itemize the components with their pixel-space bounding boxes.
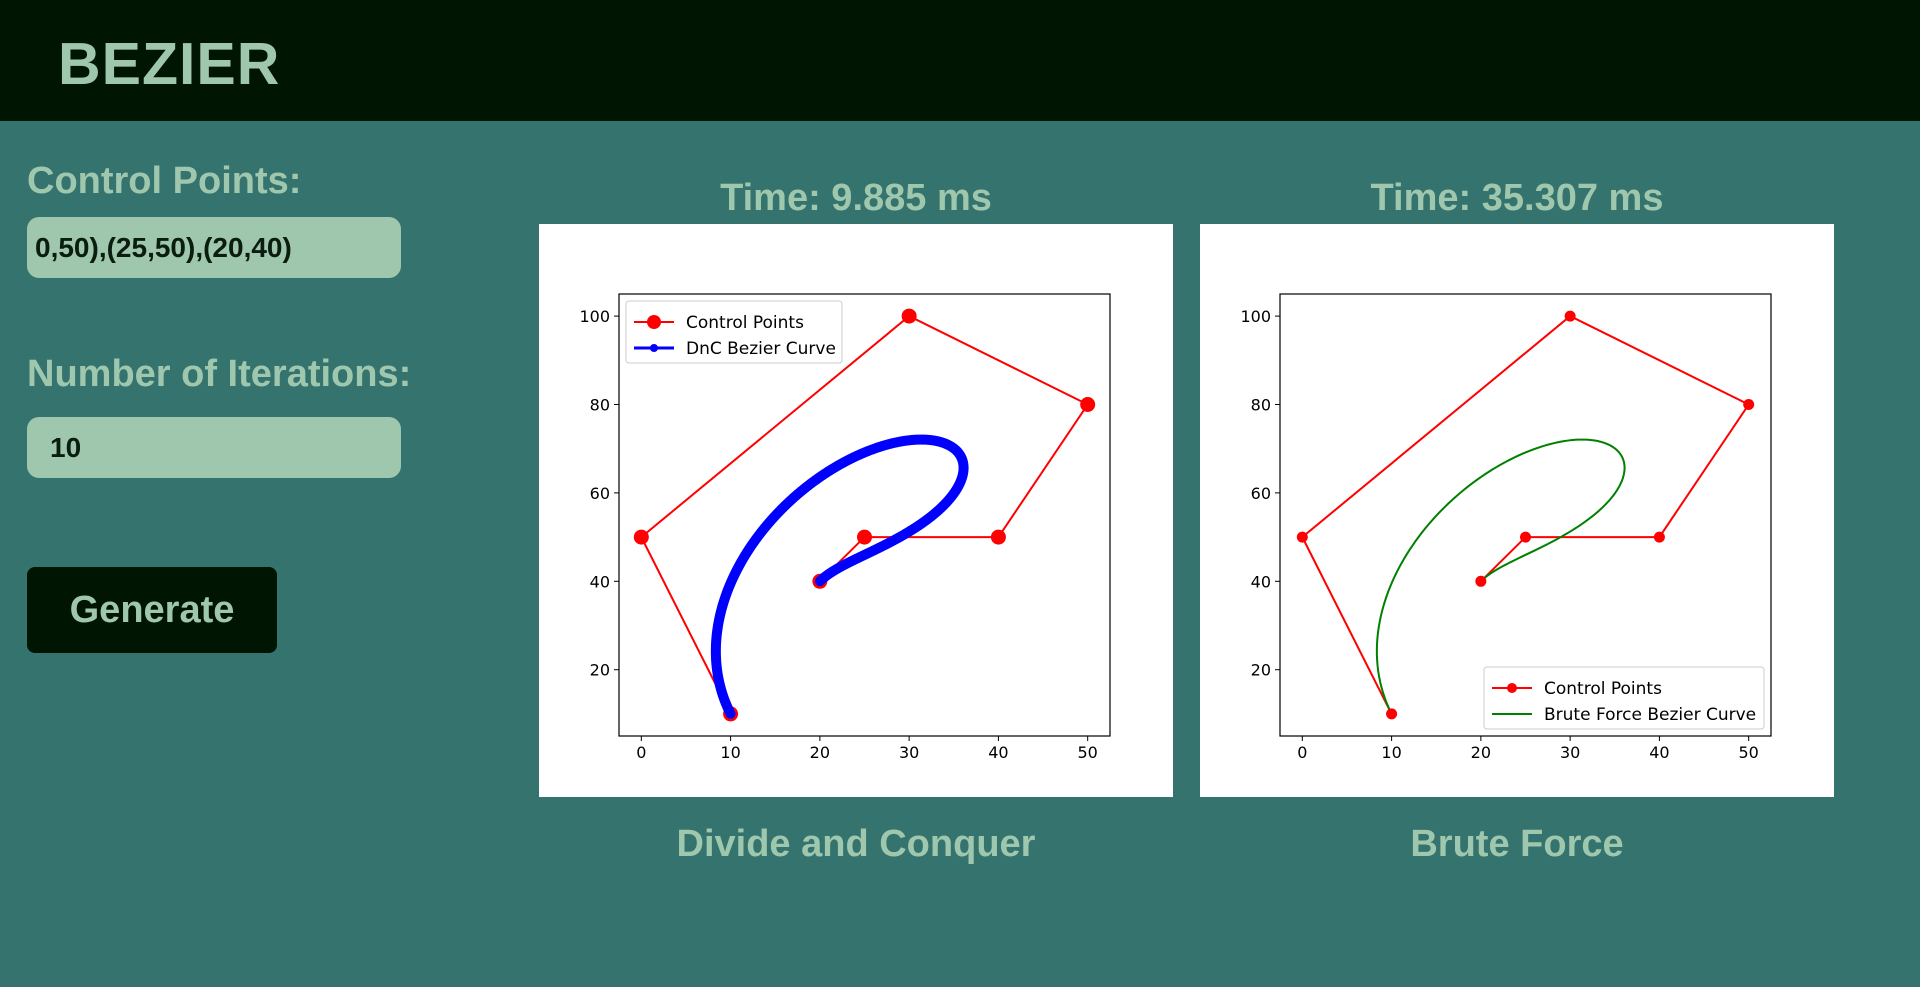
dnc-method-label: Divide and Conquer [676, 823, 1036, 865]
brute-control-point [1296, 531, 1308, 543]
brute-control-point [1564, 310, 1576, 322]
dnc-x-tick-label: 30 [899, 743, 919, 762]
iterations-input[interactable] [27, 417, 401, 478]
brute-time-label: Time: 35.307 ms [1370, 177, 1664, 219]
dnc-y-tick-label: 80 [590, 396, 610, 415]
dnc-control-point [1080, 397, 1096, 412]
dnc-legend-marker-control [647, 315, 661, 329]
brute-method-label: Brute Force [1410, 823, 1624, 865]
brute-control-polygon [1301, 314, 1751, 715]
dnc-bezier-curve [710, 434, 969, 719]
brute-y-tick-label: 100 [1240, 307, 1271, 326]
control-points-label: Control Points: [27, 160, 302, 202]
brute-control-point [1520, 531, 1531, 543]
dnc-legend-marker-curve [650, 344, 658, 352]
brute-x-tick-label: 20 [1471, 743, 1491, 762]
brute-control-point [1475, 575, 1487, 587]
brute-legend-label-control: Control Points [1544, 679, 1662, 699]
brute-y-tick-label: 40 [1251, 572, 1271, 591]
header-bar: BEZIER [0, 0, 1920, 121]
brute-bezier-curve [1375, 438, 1626, 715]
brute-control-point [1743, 399, 1755, 410]
brute-axes-frame [1279, 293, 1772, 737]
dnc-x-tick-label: 40 [988, 743, 1008, 762]
dnc-x-tick-label: 50 [1078, 743, 1098, 762]
brute-control-point [1653, 531, 1665, 543]
dnc-x-tick-label: 10 [720, 743, 740, 762]
dnc-legend-label-curve: DnC Bezier Curve [686, 339, 836, 359]
dnc-y-tick-label: 60 [590, 484, 610, 503]
brute-x-tick-label: 30 [1560, 743, 1580, 762]
brute-legend-label-curve: Brute Force Bezier Curve [1544, 705, 1756, 725]
generate-button[interactable]: Generate [27, 567, 277, 653]
dnc-x-tick-label: 0 [636, 743, 646, 762]
brute-legend-box [1483, 666, 1765, 730]
dnc-control-point [857, 529, 872, 545]
iterations-label: Number of Iterations: [27, 353, 412, 395]
dnc-control-polygon [640, 314, 1090, 715]
brute-x-tick-label: 10 [1381, 743, 1401, 762]
brute-x-tick-label: 0 [1297, 743, 1307, 762]
dnc-plot: 0 10 20 30 40 50 20 40 60 80 100 Control Points DnC … [579, 293, 1111, 762]
brute-legend-marker-control [1507, 683, 1517, 693]
brute-plot: 0 10 20 30 40 50 20 40 60 80 100 Control Points Brut… [1240, 293, 1772, 762]
dnc-axes-frame [618, 293, 1111, 737]
brute-control-point [1386, 708, 1398, 720]
dnc-x-tick-label: 20 [810, 743, 830, 762]
dnc-legend-label-control: Control Points [686, 313, 804, 333]
dnc-y-tick-label: 40 [590, 572, 610, 591]
brute-plot-panel: 0 10 20 30 40 50 20 40 60 80 100 Control Points Brut… [1200, 224, 1834, 797]
brute-x-tick-label: 40 [1649, 743, 1669, 762]
brute-y-tick-label: 80 [1251, 396, 1271, 415]
dnc-control-point [990, 529, 1006, 545]
app-title: BEZIER [58, 31, 281, 97]
dnc-legend: Control Points DnC Bezier Curve [625, 300, 843, 364]
control-points-input[interactable] [27, 217, 401, 278]
brute-y-tick-label: 60 [1251, 484, 1271, 503]
brute-x-tick-label: 50 [1739, 743, 1759, 762]
brute-legend: Control Points Brute Force Bezier Curve [1483, 666, 1765, 730]
dnc-control-point [901, 308, 917, 324]
dnc-legend-box [625, 300, 843, 364]
dnc-plot-panel: 0 10 20 30 40 50 20 40 60 80 100 Control Points DnC … [539, 224, 1173, 797]
brute-y-tick-label: 20 [1251, 661, 1271, 680]
dnc-time-label: Time: 9.885 ms [720, 177, 992, 219]
dnc-control-point [633, 529, 649, 545]
dnc-y-tick-label: 100 [579, 307, 610, 326]
dnc-y-tick-label: 20 [590, 661, 610, 680]
